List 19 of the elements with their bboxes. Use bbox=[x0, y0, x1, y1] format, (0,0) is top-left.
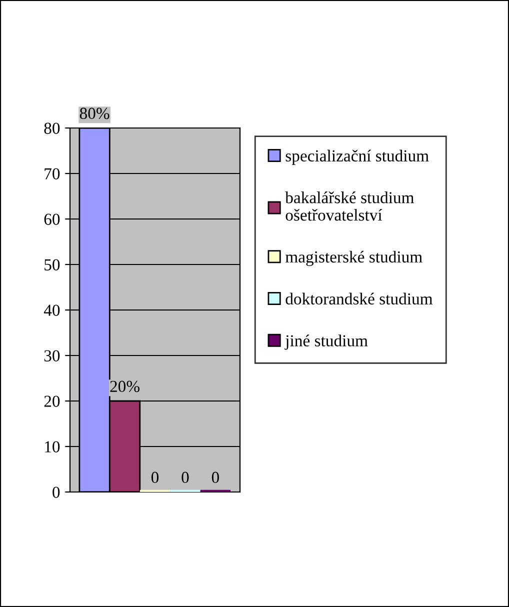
y-tick-label: 20 bbox=[44, 396, 60, 407]
y-tick-label: 0 bbox=[52, 486, 60, 498]
data-label: 0 bbox=[151, 472, 159, 484]
data-label: 0 bbox=[212, 472, 219, 484]
y-tick-label: 70 bbox=[44, 168, 60, 180]
legend-label: specializační studium bbox=[286, 150, 429, 165]
y-tick-label: 50 bbox=[44, 259, 60, 270]
data-label: 0 bbox=[182, 472, 189, 484]
y-tick-label: 40 bbox=[44, 304, 60, 316]
legend-label: doktorandské studium bbox=[286, 292, 433, 305]
legend-label: bakalářské studium ošetřovatelství bbox=[285, 192, 414, 221]
data-label: 20% bbox=[110, 380, 140, 392]
data-label: 80% bbox=[80, 108, 110, 120]
y-tick-label: 60 bbox=[44, 214, 60, 225]
y-tick-label: 80 bbox=[44, 122, 60, 134]
y-tick-label: 10 bbox=[45, 441, 60, 452]
legend-label: jiné studium bbox=[284, 334, 368, 350]
legend-label: magisterské studium bbox=[285, 250, 422, 266]
y-tick-label: 30 bbox=[44, 350, 60, 362]
